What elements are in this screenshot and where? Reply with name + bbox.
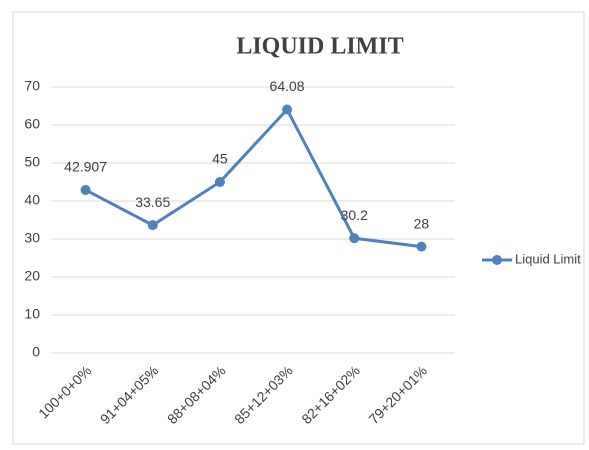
data-label: 64.08 bbox=[270, 78, 305, 94]
data-point bbox=[214, 177, 225, 187]
chart-title: LIQUID LIMIT bbox=[236, 34, 403, 60]
data-point bbox=[147, 220, 158, 231]
y-tick-label: 0 bbox=[32, 344, 40, 360]
y-tick-label: 40 bbox=[24, 192, 40, 208]
data-label: 30.2 bbox=[341, 207, 368, 223]
chart-border bbox=[12, 11, 585, 445]
y-tick-label: 50 bbox=[24, 154, 40, 170]
data-label: 45 bbox=[212, 151, 228, 167]
data-point bbox=[349, 233, 360, 244]
data-line bbox=[84, 107, 422, 249]
data-label: 33.65 bbox=[135, 194, 170, 210]
legend-label: Liquid Limit bbox=[515, 251, 581, 266]
y-tick-label: 10 bbox=[24, 306, 40, 322]
data-point bbox=[282, 104, 293, 115]
data-point bbox=[80, 184, 91, 195]
y-tick-label: 20 bbox=[24, 268, 40, 284]
y-tick-label: 60 bbox=[24, 116, 40, 132]
legend-marker bbox=[492, 255, 502, 265]
y-tick-label: 70 bbox=[24, 78, 40, 94]
data-point bbox=[416, 241, 427, 252]
y-tick-label: 30 bbox=[24, 230, 40, 246]
data-label: 42.907 bbox=[64, 159, 107, 175]
data-label: 28 bbox=[414, 215, 430, 231]
